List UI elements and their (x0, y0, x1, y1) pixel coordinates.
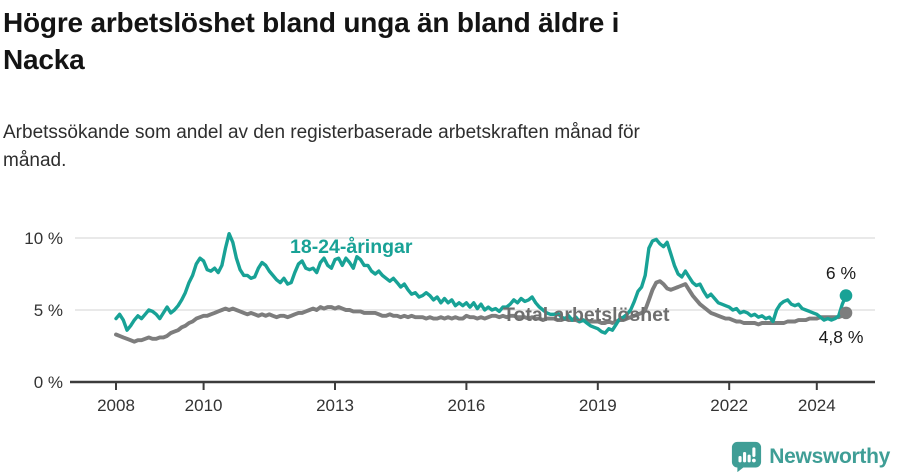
newsworthy-logo-icon (732, 441, 762, 472)
line-chart-svg: 0 % 5 % 10 % 2008 2010 2013 2016 2019 2022 2024 18… (24, 229, 875, 415)
y-tick-label: 10 % (24, 229, 63, 248)
chart-subtitle: Arbetssökande som andel av den registerb… (3, 119, 883, 175)
logo-bar-2 (743, 451, 747, 463)
x-tick-label: 2016 (447, 396, 485, 415)
series-end-dot-young (839, 289, 853, 302)
chart-subtitle-line-1: Arbetssökande som andel av den registerb… (3, 122, 640, 143)
line-chart-area: 0 % 5 % 10 % 2008 2010 2013 2016 2019 2022 2024 18… (0, 210, 900, 430)
series-line-young (114, 232, 848, 335)
x-tick-label: 2010 (185, 396, 223, 415)
logo-bubble-shape (732, 441, 762, 472)
x-tick-label: 2024 (798, 396, 836, 415)
x-tick-label: 2008 (97, 396, 135, 415)
brand-name: Newsworthy (769, 444, 890, 468)
y-tick-label: 5 % (34, 301, 63, 320)
logo-exclamation-bar (752, 447, 756, 457)
series-label-young: 18-24-åringar (290, 235, 413, 258)
page-title-line-2: Nacka (3, 44, 85, 75)
series-label-total: Total arbetslöshet (503, 304, 670, 326)
page-title: Högre arbetslöshet bland unga än bland ä… (3, 4, 883, 78)
series-end-value-young: 6 % (826, 263, 856, 283)
logo-exclamation-dot (752, 458, 757, 463)
x-tick-label: 2019 (579, 396, 617, 415)
brand-footer: Newsworthy (731, 441, 890, 472)
logo-bar-3 (747, 454, 751, 463)
x-tick-label: 2013 (316, 396, 354, 415)
logo-bar-1 (738, 456, 742, 463)
y-tick-label: 0 % (34, 373, 63, 392)
x-tick-label: 2022 (710, 396, 748, 415)
series-end-value-total: 4,8 % (819, 327, 864, 347)
series-line-total (114, 279, 848, 344)
chart-subtitle-line-2: månad. (3, 150, 67, 171)
page-title-line-1: Högre arbetslöshet bland unga än bland ä… (3, 7, 620, 38)
series-end-dot-total (839, 306, 853, 320)
